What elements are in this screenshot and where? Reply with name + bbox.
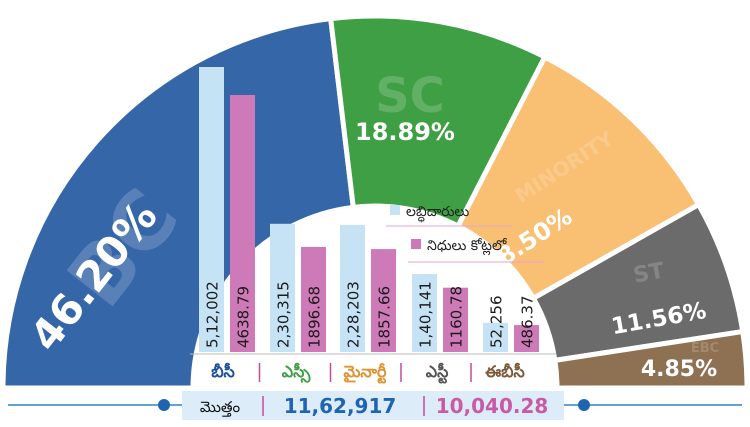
- legend-swatch-beneficiaries: [390, 205, 400, 215]
- slice-name-label: EBC: [691, 341, 719, 356]
- bar-label-beneficiaries: 1,40,141: [417, 281, 435, 348]
- slice-ebc: [552, 328, 750, 391]
- totals-funds: 10,040.28: [436, 394, 549, 418]
- legend-swatch-funds: [411, 239, 421, 249]
- totals-label: మొత్తం: [200, 398, 241, 417]
- category-label: బీసీ: [211, 362, 235, 381]
- bar-beneficiaries: [199, 67, 224, 352]
- totals-row: మొత్తం 11,62,917 10,040.28: [8, 391, 742, 420]
- bar-label-beneficiaries: 2,28,203: [345, 281, 363, 348]
- bar-beneficiaries: [270, 223, 295, 352]
- bar-label-beneficiaries: 2,30,315: [275, 281, 293, 348]
- bar-label-funds: 1857.66: [376, 286, 394, 348]
- bar-beneficiaries: [412, 273, 437, 352]
- totals-beneficiaries: 11,62,917: [284, 394, 397, 418]
- bar-chart: 5,12,002 4638.79 2,30,315 1896.68 2,28,203 18…: [199, 67, 539, 352]
- bar-label-funds: 4638.79: [235, 286, 253, 348]
- category-labels: బీసీ ఎస్సీ మైనార్టీ ఎస్టీ ఈబీసీ: [190, 353, 556, 384]
- rule-dot-left: [158, 399, 170, 411]
- legend: లబ్ధిదారులు నిధులు కోట్లలో: [386, 204, 545, 263]
- rule-dot-right: [578, 399, 590, 411]
- slice-value-label: 18.89%: [355, 118, 455, 146]
- slice-name-label: SC: [375, 68, 445, 124]
- bar-funds: [301, 246, 326, 352]
- slice-value-label: 4.85%: [641, 357, 717, 382]
- bar-label-funds: 1160.78: [448, 286, 466, 348]
- totals-box: [182, 391, 564, 420]
- bar-funds: [371, 249, 396, 352]
- bar-funds: [443, 287, 468, 352]
- bar-funds: [230, 95, 255, 352]
- bar-label-funds: 486.37: [519, 296, 537, 349]
- legend-label-beneficiaries: లబ్ధిదారులు: [406, 204, 469, 223]
- category-label: ఎస్సీ: [282, 362, 311, 383]
- bar-beneficiaries: [340, 224, 365, 352]
- bar-label-funds: 1896.68: [306, 286, 324, 348]
- category-label: మైనార్టీ: [343, 362, 387, 384]
- bar-beneficiaries: [483, 322, 508, 352]
- category-label: ఈబీసీ: [485, 362, 524, 381]
- bar-label-beneficiaries: 5,12,002: [204, 281, 222, 348]
- slice-name-label: ST: [632, 259, 667, 289]
- bar-label-beneficiaries: 52,256: [488, 296, 506, 349]
- legend-label-funds: నిధులు కోట్లలో: [427, 238, 508, 256]
- category-label: ఎస్టీ: [426, 362, 449, 384]
- bar-funds: [514, 325, 539, 352]
